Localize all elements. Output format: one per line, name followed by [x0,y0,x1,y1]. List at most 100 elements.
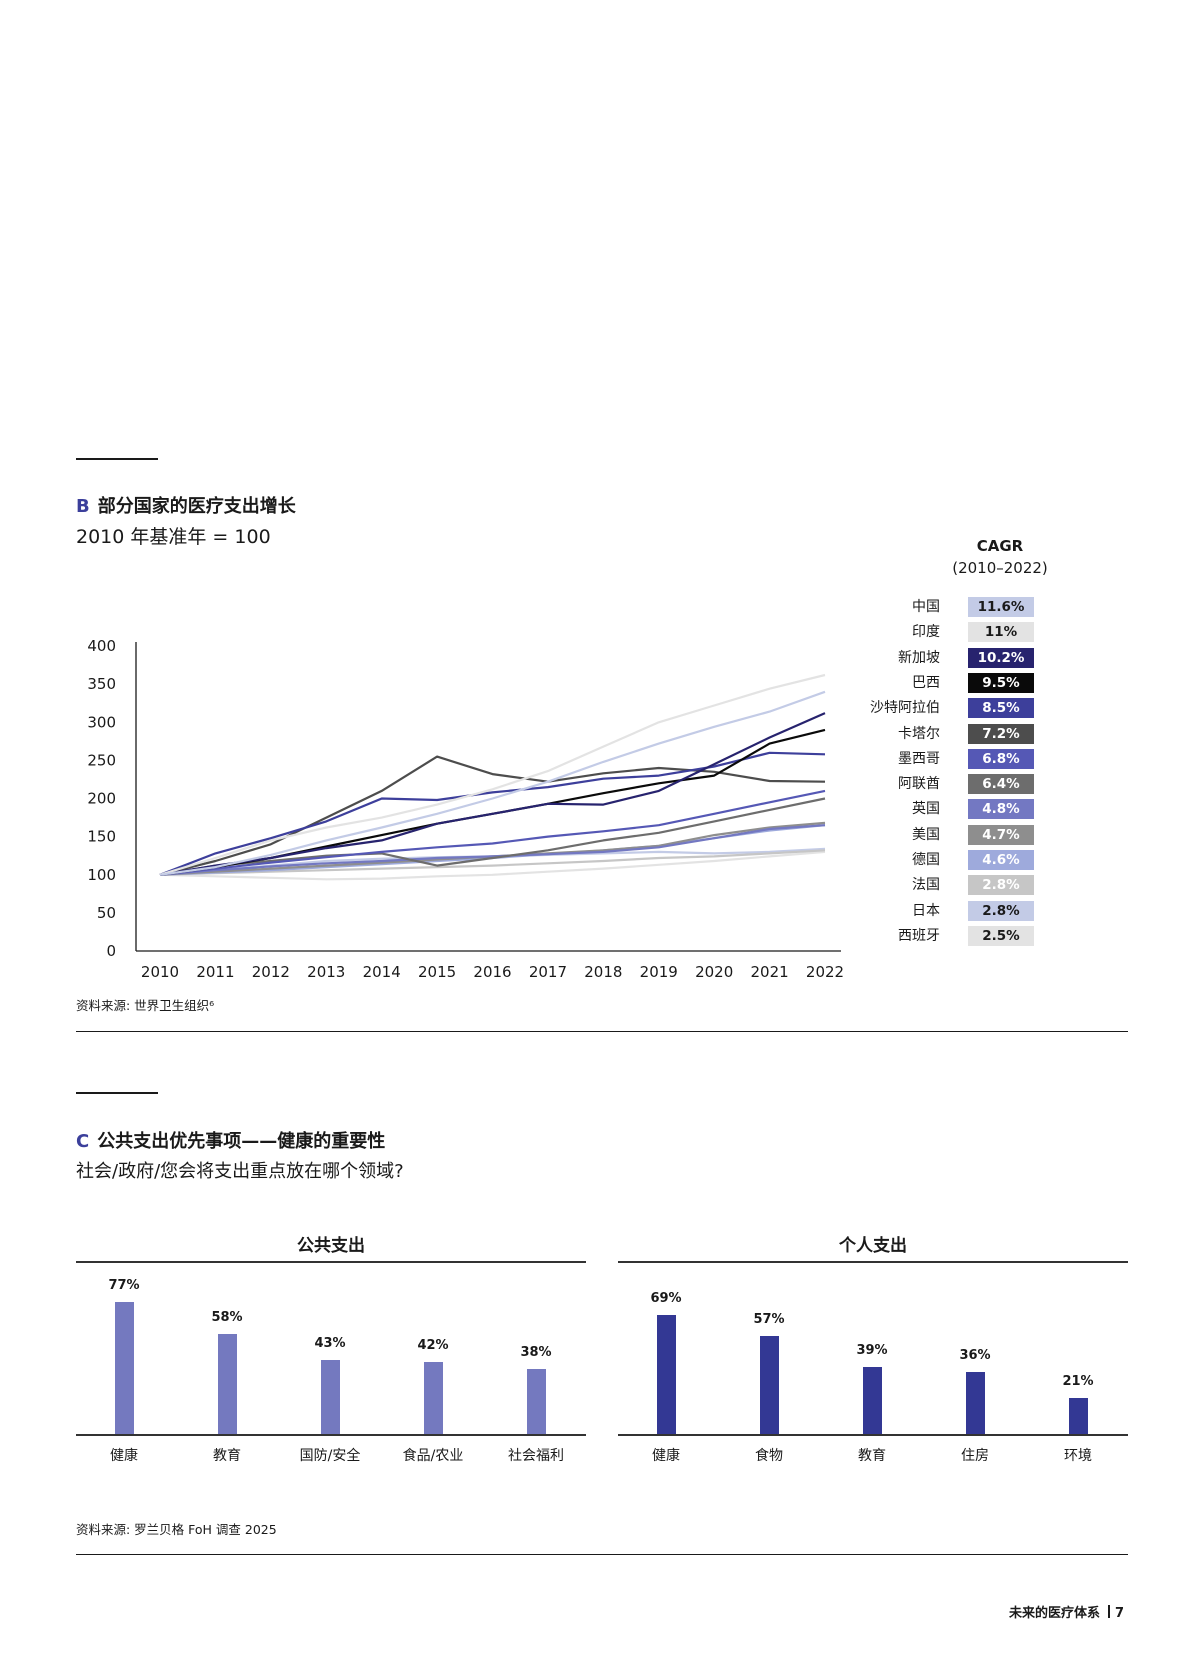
cagr-row: 新加坡 10.2% [820,647,1050,668]
category-label: 教育 [858,1448,886,1464]
page-number: 7 [1114,1606,1124,1621]
y-tick-label: 350 [87,675,116,693]
cagr-country-label: 墨西哥 [898,750,940,767]
cagr-row: 美国 4.7% [820,824,1050,845]
cagr-country-label: 阿联酋 [898,776,940,793]
cagr-value-badge: 2.8% [968,900,1034,921]
bar-value-label: 58% [211,1310,243,1326]
series-line-14 [159,850,826,881]
section-b-bottom-rule [76,1031,1128,1032]
bar-value-label: 43% [314,1336,346,1352]
cagr-row: 英国 4.8% [820,799,1050,820]
bar [526,1368,546,1434]
cagr-value-badge: 6.4% [968,774,1034,795]
cagr-value-badge: 4.6% [968,850,1034,870]
category-label: 环境 [1064,1448,1092,1464]
cagr-row: 墨西哥 6.8% [820,748,1050,769]
bar [423,1361,443,1434]
cagr-country-label: 英国 [912,801,940,818]
cagr-value-badge: 4.8% [968,799,1034,820]
bar [1068,1397,1088,1434]
cagr-row: 日本 2.8% [820,900,1050,921]
cagr-row: 阿联酋 6.4% [820,774,1050,795]
cagr-value-badge: 7.2% [968,723,1034,744]
section-c-letter: C [76,1131,90,1152]
cagr-row: 德国 4.6% [820,850,1050,870]
cagr-period: (2010–2022) [952,559,1048,577]
category-label: 健康 [110,1448,138,1464]
section-b-subtitle: 2010 年基准年 = 100 [76,526,271,548]
bar [656,1315,676,1434]
panel-top-rule [76,1261,586,1263]
cagr-country-label: 卡塔尔 [898,725,940,742]
cagr-country-label: 巴西 [912,674,940,691]
x-tick-label: 2019 [640,963,678,981]
x-tick-label: 2016 [473,963,511,981]
category-label: 社会福利 [508,1448,564,1464]
cagr-value-badge: 10.2% [968,647,1034,668]
section-c-title: C 公共支出优先事项——健康的重要性 [76,1127,385,1153]
section-b-title: B 部分国家的医疗支出增长 [76,492,296,518]
section-c-bottom-rule [76,1554,1128,1555]
cagr-country-label: 德国 [912,852,940,868]
bar-value-label: 36% [959,1348,991,1364]
y-tick-label: 400 [87,637,116,655]
x-tick-label: 2021 [750,963,788,981]
cagr-row: 印度 11% [820,622,1050,643]
cagr-country-label: 日本 [912,902,940,919]
footer-separator [1107,1605,1110,1618]
bar-value-label: 69% [650,1291,682,1307]
section-b-letter: B [76,496,90,517]
cagr-row: 卡塔尔 7.2% [820,723,1050,744]
cagr-country-label: 美国 [912,826,940,843]
series-line-7 [159,789,826,876]
cagr-row: 法国 2.8% [820,875,1050,896]
cagr-value-badge: 4.7% [968,824,1034,845]
series-line-8 [159,797,826,876]
category-label: 住房 [961,1448,989,1464]
bar [862,1366,882,1434]
cagr-value-badge: 11% [968,622,1034,643]
private-spending-chart: 个人支出 69% 健康 57% 食物 39% 教育 36% 住房 21% 环境 [618,1215,1128,1480]
x-tick-label: 2013 [307,963,345,981]
series-line-6 [159,755,826,876]
cagr-row: 西班牙 2.5% [820,925,1050,946]
panel-top-rule [618,1261,1128,1263]
x-tick-label: 2010 [141,963,179,981]
bar-value-label: 77% [108,1277,140,1293]
cagr-header: CAGR (2010–2022) [935,537,1065,577]
series-line-5 [159,751,826,876]
y-tick-label: 0 [106,942,116,960]
cagr-country-label: 西班牙 [898,927,940,944]
cagr-row: 中国 11.6% [820,597,1050,617]
bar [114,1301,134,1434]
series-line-3 [159,712,826,876]
section-b-title-text: 部分国家的医疗支出增长 [97,496,296,517]
cagr-row: 沙特阿拉伯 8.5% [820,698,1050,719]
public-spending-chart: 公共支出 77% 健康 58% 教育 43% 国防/安全 42% 食品/农业 38% 社会福利 [76,1215,586,1480]
category-label: 国防/安全 [299,1448,361,1464]
x-tick-label: 2020 [695,963,733,981]
section-c-source: 资料来源: 罗兰贝格 FoH 调查 2025 [76,1522,277,1537]
section-b-rule [76,458,158,460]
cagr-country-label: 沙特阿拉伯 [870,700,940,717]
y-tick-label: 300 [87,713,116,731]
bar [759,1335,779,1434]
cagr-country-label: 新加坡 [898,649,940,666]
x-tick-label: 2017 [529,963,567,981]
section-c-subtitle: 社会/政府/您会将支出重点放在哪个领域? [76,1161,404,1182]
series-line-2 [159,673,826,876]
bar [320,1360,340,1434]
cagr-country-label: 法国 [912,877,940,894]
cagr-country-label: 印度 [912,624,940,641]
bar [965,1372,985,1434]
x-tick-label: 2018 [584,963,622,981]
x-tick-label: 2011 [196,963,234,981]
cagr-value-badge: 8.5% [968,698,1034,719]
x-tick-label: 2012 [252,963,290,981]
footer-title: 未来的医疗体系 [1008,1606,1100,1621]
bar-value-label: 57% [753,1311,785,1327]
x-tick-label: 2014 [363,963,401,981]
cagr-value-badge: 2.8% [968,875,1034,896]
x-tick-label: 2022 [806,963,844,981]
